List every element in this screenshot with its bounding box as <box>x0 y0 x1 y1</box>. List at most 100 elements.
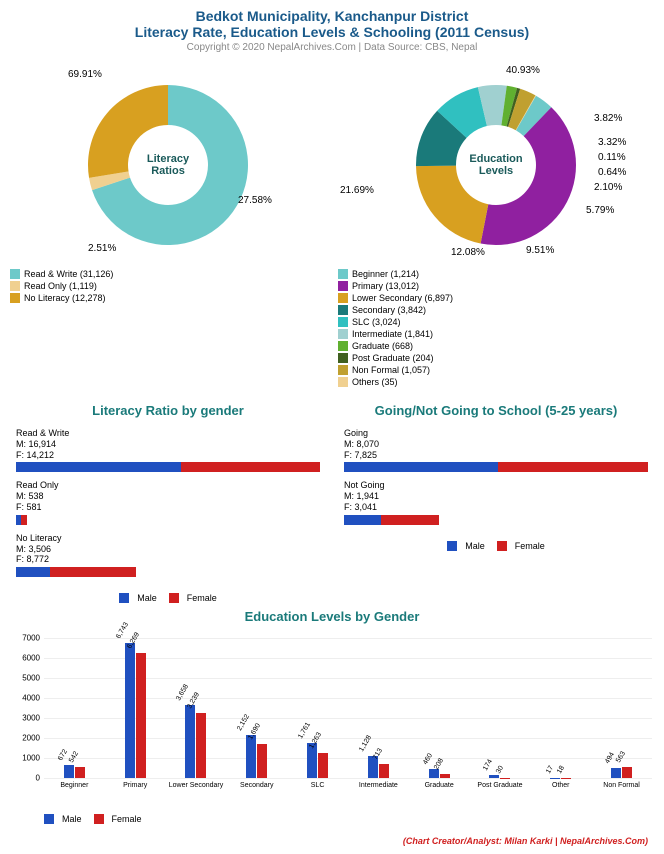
literacy-gender-legend: Male Female <box>8 593 328 603</box>
x-label: Intermediate <box>359 782 398 789</box>
male-label: Male <box>137 593 157 603</box>
vbar-group: 460208Graduate <box>409 769 470 778</box>
pct-label: 0.11% <box>598 152 626 163</box>
x-label: Post Graduate <box>477 782 522 789</box>
vbar-value: 18 <box>556 765 566 775</box>
hbar-row: Literacy Ratio by gender Read & WriteM: … <box>8 397 656 603</box>
chart-container: Bedkot Municipality, Kanchanpur District… <box>0 0 664 854</box>
female-legend: Female <box>94 814 142 824</box>
vbar-groups: 672542Beginner6,7436,269Primary3,6583,23… <box>44 638 652 778</box>
legend-item: Non Formal (1,057) <box>338 365 490 375</box>
male-legend: Male <box>44 814 82 824</box>
legend-item: No Literacy (12,278) <box>10 293 162 303</box>
legend-label: Intermediate (1,841) <box>352 329 433 339</box>
hbar-male <box>344 462 498 472</box>
vbar-female: 563 <box>622 767 632 778</box>
legend-label: Non Formal (1,057) <box>352 365 430 375</box>
literacy-donut: Literacy Ratios 69.91%2.51%27.58% <box>8 65 328 265</box>
literacy-donut-col: Literacy Ratios 69.91%2.51%27.58% Read &… <box>8 65 328 397</box>
pct-label: 40.93% <box>506 65 540 76</box>
literacy-gender-title: Literacy Ratio by gender <box>8 403 328 418</box>
legend-label: Post Graduate (204) <box>352 353 434 363</box>
education-gender-chart: 01000200030004000500060007000672542Begin… <box>8 630 656 810</box>
literacy-donut-center: Literacy Ratios <box>133 153 203 177</box>
legend-swatch <box>338 305 348 315</box>
credit: (Chart Creator/Analyst: Milan Karki | Ne… <box>8 836 656 846</box>
legend-swatch <box>10 281 20 291</box>
donut-slice <box>416 166 488 244</box>
hbar-row: No LiteracyM: 3,506F: 8,772 <box>16 533 320 577</box>
donut-row: Literacy Ratios 69.91%2.51%27.58% Read &… <box>8 65 656 397</box>
vbar-group: 494563Non Formal <box>591 767 652 778</box>
vbar-value: 1,263 <box>308 731 323 750</box>
education-donut-center: Education Levels <box>461 153 531 177</box>
hbar-bars <box>344 462 648 472</box>
legend-item: Others (35) <box>338 377 490 387</box>
vbar-value: 30 <box>496 764 506 774</box>
hbar-row: GoingM: 8,070F: 7,825 <box>344 428 648 472</box>
pct-label: 2.51% <box>88 243 116 254</box>
legend-label: Secondary (3,842) <box>352 305 426 315</box>
education-donut: Education Levels 40.93%3.82%3.32%0.11%0.… <box>336 65 656 265</box>
pct-label: 2.10% <box>594 182 622 193</box>
legend-label: SLC (3,024) <box>352 317 401 327</box>
vbar-group: 1,7611,263SLC <box>287 743 348 778</box>
hbar-label: Not GoingM: 1,941F: 3,041 <box>344 480 648 512</box>
legend-label: Primary (13,012) <box>352 281 419 291</box>
male-legend: Male <box>119 593 157 603</box>
pct-label: 0.64% <box>598 167 626 178</box>
x-label: Lower Secondary <box>169 782 223 789</box>
hbar-bars <box>16 567 320 577</box>
vbar-female: 1,690 <box>257 744 267 778</box>
legend-item: Post Graduate (204) <box>338 353 490 363</box>
legend-label: Read & Write (31,126) <box>24 269 113 279</box>
male-label: Male <box>62 814 82 824</box>
hbar-row: Not GoingM: 1,941F: 3,041 <box>344 480 648 524</box>
vbar-group: 672542Beginner <box>44 765 105 778</box>
x-label: Non Formal <box>603 782 640 789</box>
hbar-label: Read OnlyM: 538F: 581 <box>16 480 320 512</box>
copyright: Copyright © 2020 NepalArchives.Com | Dat… <box>8 42 656 53</box>
legend-swatch <box>338 281 348 291</box>
header: Bedkot Municipality, Kanchanpur District… <box>8 8 656 53</box>
vbar-value: 494 <box>604 752 616 766</box>
hbar-bars <box>344 515 648 525</box>
legend-label: No Literacy (12,278) <box>24 293 106 303</box>
legend-swatch <box>338 317 348 327</box>
schooling-chart: GoingM: 8,070F: 7,825 Not GoingM: 1,941F:… <box>336 424 656 537</box>
legend-swatch <box>338 353 348 363</box>
hbar-label: GoingM: 8,070F: 7,825 <box>344 428 648 460</box>
education-gender-section: Education Levels by Gender 0100020003000… <box>8 609 656 824</box>
y-label: 7000 <box>8 634 40 643</box>
hbar-bars <box>16 515 320 525</box>
legend-swatch <box>338 377 348 387</box>
vbar-male: 6,743 <box>125 643 135 778</box>
female-label: Female <box>187 593 217 603</box>
vbar-female: 3,239 <box>196 713 206 778</box>
vbar-value: 6,269 <box>126 631 141 650</box>
schooling-col: Going/Not Going to School (5-25 years) G… <box>336 397 656 603</box>
schooling-legend: Male Female <box>336 541 656 551</box>
y-label: 4000 <box>8 694 40 703</box>
female-label: Female <box>515 541 545 551</box>
y-label: 3000 <box>8 714 40 723</box>
x-label: Graduate <box>425 782 454 789</box>
pct-label: 5.79% <box>586 205 614 216</box>
vbar-group: 6,7436,269Primary <box>105 643 166 778</box>
vbar-female: 1,263 <box>318 753 328 778</box>
education-gender-title: Education Levels by Gender <box>8 609 656 624</box>
vbar-value: 542 <box>68 751 80 765</box>
vbar-value: 1,128 <box>358 734 373 753</box>
legend-swatch <box>10 269 20 279</box>
y-label: 0 <box>8 774 40 783</box>
legend-swatch <box>338 365 348 375</box>
vbar-value: 713 <box>372 747 384 761</box>
legend-item: Beginner (1,214) <box>338 269 490 279</box>
vbar-group: 1,128713Intermediate <box>348 756 409 779</box>
hbar-male <box>16 462 181 472</box>
title-line-1: Bedkot Municipality, Kanchanpur District <box>8 8 656 24</box>
hbar-female <box>498 462 648 472</box>
female-legend: Female <box>169 593 217 603</box>
vbar-female: 208 <box>440 774 450 778</box>
pct-label: 69.91% <box>68 69 102 80</box>
